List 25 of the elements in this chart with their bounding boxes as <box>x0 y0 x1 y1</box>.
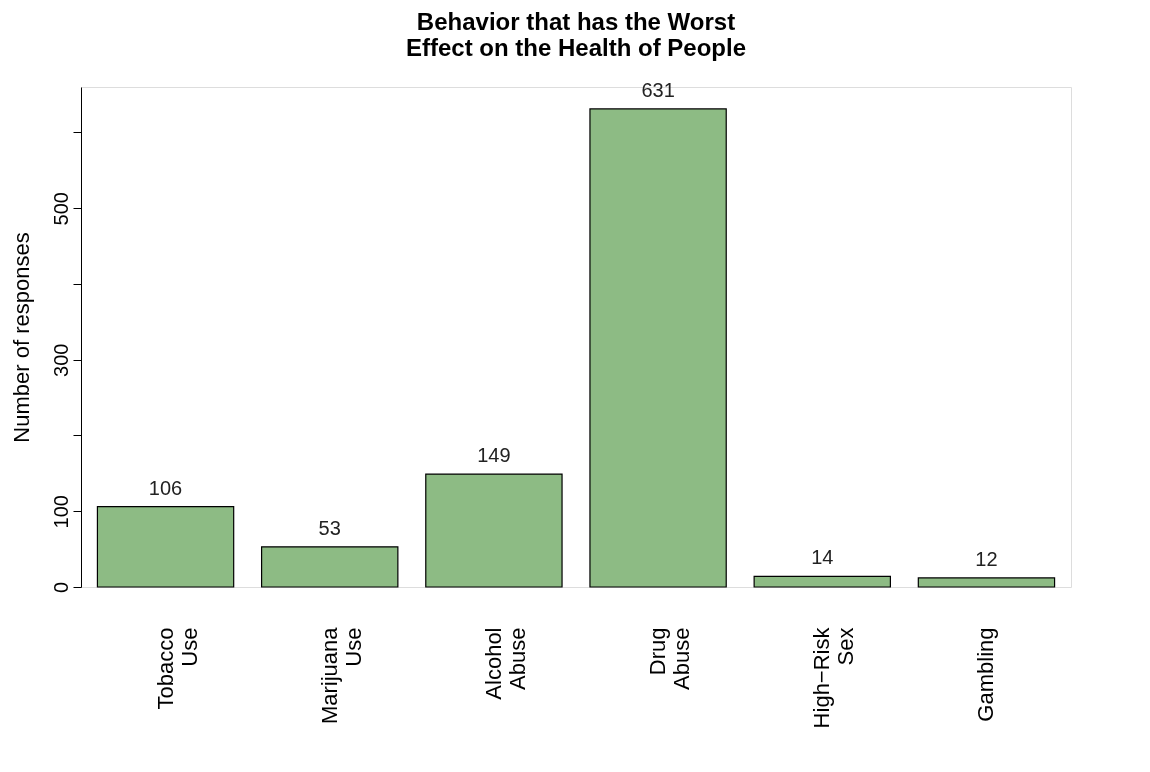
text: Effect on the Health of People <box>405 33 747 61</box>
bar <box>917 577 1056 588</box>
y-axis-title: Number of responses <box>8 232 34 443</box>
data-label: 12 <box>975 547 998 570</box>
x-tick-label: Drug Abuse <box>645 627 695 690</box>
y-tick-label: 100 <box>49 495 72 529</box>
bar <box>589 108 727 588</box>
data-label: 14 <box>811 546 834 569</box>
text: Behavior that has the Worst <box>416 7 736 35</box>
y-tick-label: 500 <box>49 192 72 226</box>
bar <box>261 546 399 588</box>
data-label: 53 <box>318 516 341 539</box>
data-label: 106 <box>148 476 183 499</box>
data-label: 631 <box>641 78 675 101</box>
bar <box>96 506 235 588</box>
bar <box>425 473 563 588</box>
bar <box>753 575 891 588</box>
x-tick-label: Marijuana Use <box>316 626 366 725</box>
x-tick-label: Tobacco Use <box>152 627 202 710</box>
y-tick-label: 300 <box>49 343 72 377</box>
x-tick-label: Alcohol Abuse <box>480 627 530 700</box>
data-label: 149 <box>477 444 511 467</box>
x-tick-label: Gambling <box>973 627 999 722</box>
y-tick-label: 0 <box>49 581 72 594</box>
x-tick-label: High−Risk Sex <box>809 626 859 729</box>
